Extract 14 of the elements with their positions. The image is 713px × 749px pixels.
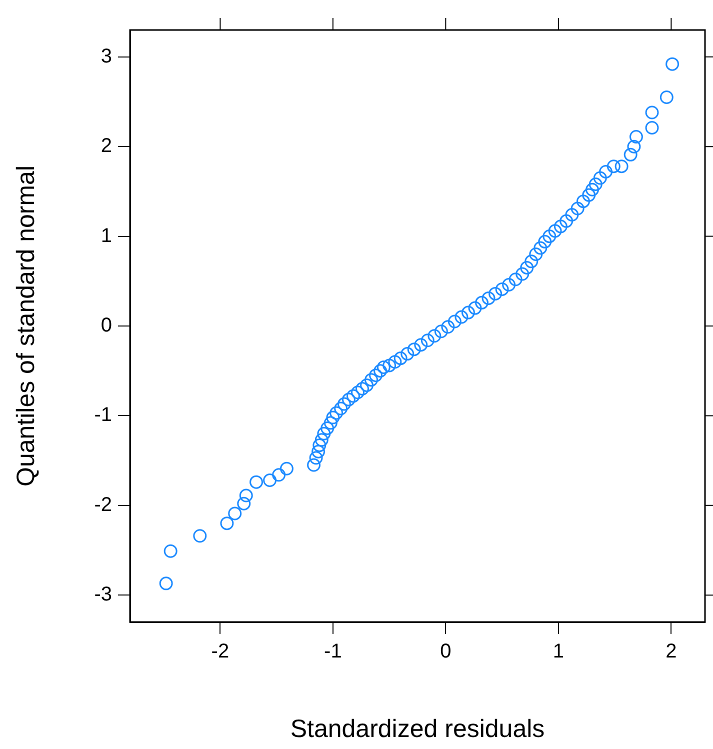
x-tick-label: 0	[440, 640, 452, 663]
y-tick-label: 3	[100, 45, 112, 68]
x-tick-label: -1	[324, 640, 342, 663]
x-axis-title: Standardized residuals	[290, 714, 545, 743]
y-tick-label: -2	[94, 494, 112, 516]
y-tick-label: 0	[100, 314, 112, 337]
y-axis-title: Quantiles of standard normal	[12, 165, 40, 487]
y-tick-label: -3	[94, 584, 112, 606]
y-tick-label: 2	[100, 135, 112, 158]
x-tick-label: 1	[552, 640, 564, 663]
x-tick-label: 2	[666, 640, 677, 663]
y-tick-label: -1	[94, 404, 112, 426]
x-tick-label: -2	[211, 640, 230, 663]
y-tick-label: 1	[100, 224, 112, 247]
